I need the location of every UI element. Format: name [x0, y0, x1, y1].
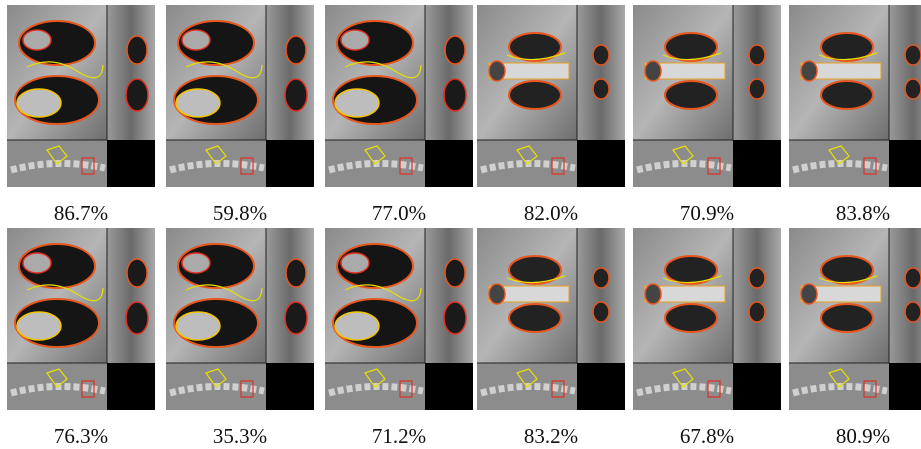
organ	[509, 81, 561, 109]
image-panel	[166, 228, 314, 410]
image-panel	[166, 5, 314, 187]
side-view	[266, 228, 314, 363]
organ	[821, 304, 873, 332]
image-panel	[325, 5, 473, 187]
empty-area	[577, 363, 625, 410]
figure: 86.7% 59.8% 77.0% 82.0% 70.9% 83.8% 76.3% 35.3%…	[0, 0, 921, 449]
empty-area	[425, 140, 473, 187]
side-view	[425, 228, 473, 363]
side-view	[107, 5, 155, 140]
caption: 82.0%	[524, 201, 578, 225]
organ	[126, 302, 148, 334]
organ	[285, 302, 307, 334]
organ	[801, 284, 817, 304]
organ	[335, 312, 379, 340]
organ	[905, 302, 921, 322]
organ	[645, 61, 661, 81]
side-view	[889, 5, 921, 140]
organ	[749, 79, 765, 99]
organ	[341, 253, 369, 273]
side-view	[577, 5, 625, 140]
side-view	[425, 5, 473, 140]
organ	[905, 79, 921, 99]
organ	[489, 284, 505, 304]
organ	[126, 79, 148, 111]
organ	[749, 302, 765, 322]
image-panel	[789, 5, 921, 187]
empty-area	[266, 363, 314, 410]
organ	[509, 304, 561, 332]
image-panel	[633, 228, 781, 410]
caption: 83.8%	[836, 201, 890, 225]
organ	[445, 36, 465, 64]
caption: 77.0%	[372, 201, 426, 225]
side-view	[107, 228, 155, 363]
organ	[127, 259, 147, 287]
side-view	[577, 228, 625, 363]
organ	[593, 268, 609, 288]
caption: 70.9%	[680, 201, 734, 225]
organ	[335, 89, 379, 117]
organ	[286, 36, 306, 64]
image-panel	[477, 5, 625, 187]
organ	[176, 89, 220, 117]
organ	[665, 304, 717, 332]
image-panel	[7, 228, 155, 410]
organ	[801, 61, 817, 81]
page: 86.7% 59.8% 77.0% 82.0% 70.9% 83.8% 76.3% 35.3%…	[0, 0, 921, 449]
organ	[285, 79, 307, 111]
caption: 59.8%	[213, 201, 267, 225]
organ	[821, 81, 873, 109]
empty-area	[107, 363, 155, 410]
organ	[286, 259, 306, 287]
empty-area	[107, 140, 155, 187]
side-view	[266, 5, 314, 140]
organ	[749, 268, 765, 288]
organ	[444, 79, 466, 111]
empty-area	[425, 363, 473, 410]
empty-area	[733, 363, 781, 410]
image-panel	[633, 5, 781, 187]
caption: 67.8%	[680, 424, 734, 448]
image-panel	[789, 228, 921, 410]
organ	[444, 302, 466, 334]
organ	[749, 45, 765, 65]
side-view	[733, 5, 781, 140]
empty-area	[266, 140, 314, 187]
organ	[182, 30, 210, 50]
caption: 86.7%	[54, 201, 108, 225]
caption: 83.2%	[524, 424, 578, 448]
side-view	[733, 228, 781, 363]
image-panel	[325, 228, 473, 410]
caption: 76.3%	[54, 424, 108, 448]
organ	[17, 312, 61, 340]
organ	[182, 253, 210, 273]
side-view	[889, 228, 921, 363]
organ	[176, 312, 220, 340]
organ	[23, 30, 51, 50]
caption: 71.2%	[372, 424, 426, 448]
organ	[665, 81, 717, 109]
organ	[23, 253, 51, 273]
caption: 35.3%	[213, 424, 267, 448]
empty-area	[733, 140, 781, 187]
organ	[593, 79, 609, 99]
empty-area	[889, 140, 921, 187]
empty-area	[577, 140, 625, 187]
caption: 80.9%	[836, 424, 890, 448]
organ	[489, 61, 505, 81]
organ	[17, 89, 61, 117]
empty-area	[889, 363, 921, 410]
organ	[905, 45, 921, 65]
image-panel	[477, 228, 625, 410]
organ	[445, 259, 465, 287]
organ	[905, 268, 921, 288]
organ	[341, 30, 369, 50]
image-panel	[7, 5, 155, 187]
organ	[645, 284, 661, 304]
organ	[593, 45, 609, 65]
organ	[593, 302, 609, 322]
organ	[127, 36, 147, 64]
